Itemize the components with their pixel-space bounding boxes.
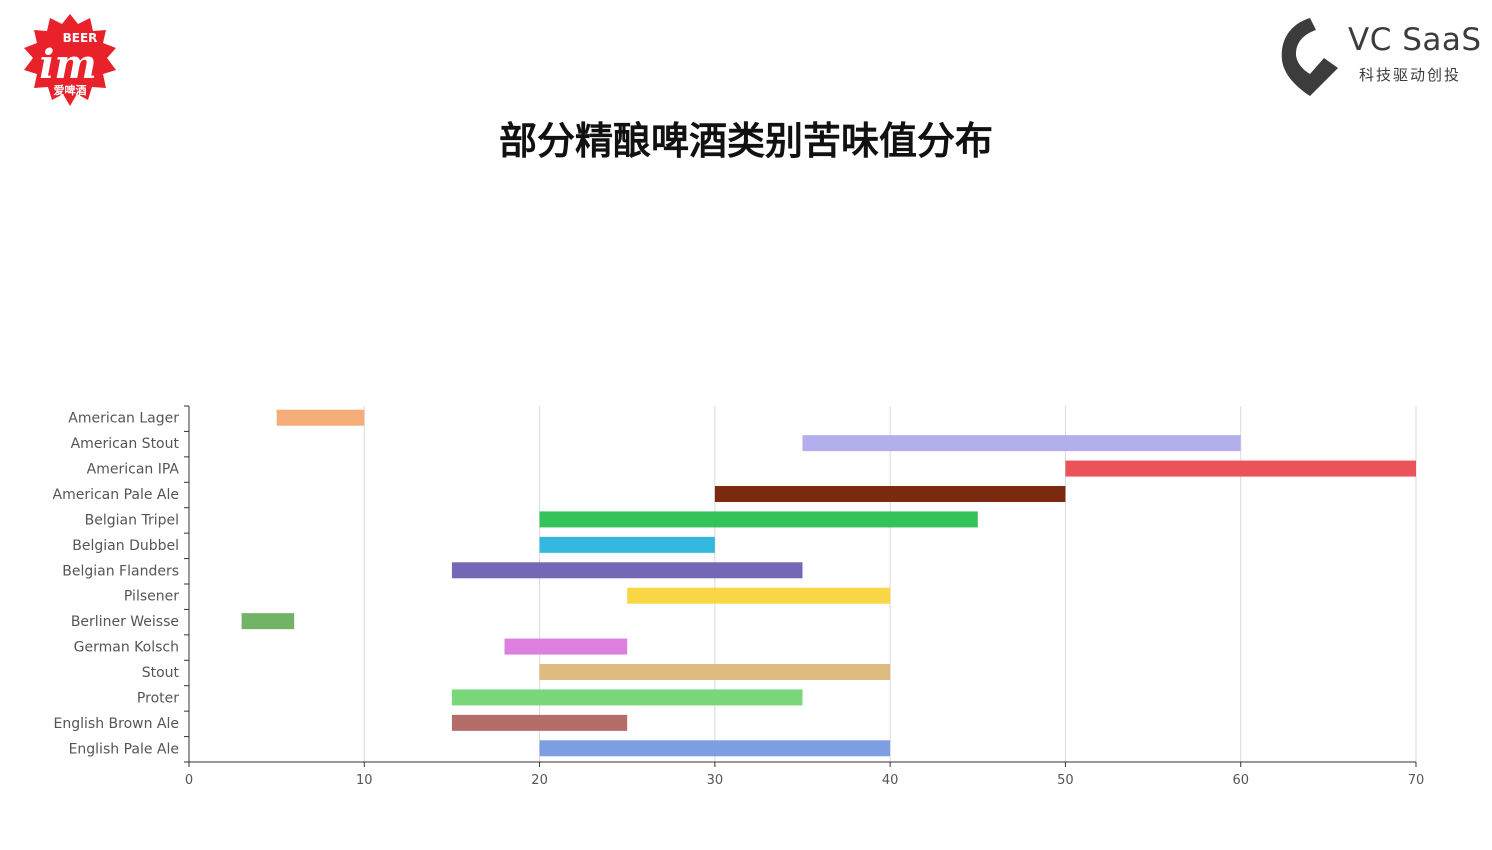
axes: [184, 405, 1417, 767]
logo-sub-text: 爱啤酒: [54, 83, 87, 97]
x-tick-label: 20: [531, 773, 548, 788]
y-tick-label: English Pale Ale: [69, 741, 179, 757]
bar: [539, 740, 891, 757]
bar: [539, 664, 891, 680]
y-tick-label: Pilsener: [124, 589, 179, 605]
bar: [539, 511, 978, 528]
page-title: 部分精酿啤酒类别苦味值分布: [498, 119, 993, 163]
y-tick-label: English Brown Ale: [54, 716, 179, 732]
bar: [451, 562, 803, 579]
x-tick-label: 40: [882, 773, 899, 788]
vc-saas-logo: VC SaaS 科技驱动创投: [1276, 14, 1482, 98]
y-tick-label: Belgian Dubbel: [72, 538, 179, 554]
bar: [504, 638, 628, 655]
y-tick-label: Belgian Flanders: [62, 563, 179, 579]
logo-main-text: im: [39, 41, 97, 88]
y-tick-label: American Lager: [68, 411, 179, 427]
x-tick-label: 0: [185, 773, 193, 788]
beer-logo: BEER im 爱啤酒: [20, 12, 120, 108]
y-tick-label: American IPA: [87, 462, 180, 478]
starburst-badge: [24, 14, 116, 106]
bar: [802, 435, 1241, 452]
logo-badge-text: BEER: [63, 31, 98, 45]
y-tick-label: German Kolsch: [74, 640, 179, 656]
y-tick-label: Proter: [137, 690, 179, 706]
bars: [241, 409, 1416, 757]
x-tick-label: 30: [707, 773, 724, 788]
bar: [1065, 460, 1416, 477]
bar: [627, 587, 891, 604]
x-tick-labels: 0 10 20 30 40 50 60 70: [185, 773, 1424, 788]
x-tick-label: 10: [356, 773, 373, 788]
y-tick-label: American Stout: [71, 436, 180, 452]
y-tick-label: Stout: [142, 665, 180, 681]
bar: [714, 486, 1066, 502]
bar: [241, 613, 295, 630]
x-tick-label: 50: [1057, 773, 1074, 788]
y-tick-label: Berliner Weisse: [71, 614, 179, 630]
y-tick-label: American Pale Ale: [53, 487, 180, 503]
vc-saas-mark-icon: [1281, 18, 1338, 96]
bar: [451, 714, 628, 731]
x-tick-label: 70: [1408, 773, 1425, 788]
bar: [451, 689, 803, 706]
bar: [276, 409, 365, 426]
x-tick-label: 60: [1232, 773, 1249, 788]
grid-lines: [363, 406, 1417, 762]
brand-name: VC SaaS: [1348, 22, 1482, 58]
y-tick-labels: American Lager American Stout American IPA…: [53, 411, 180, 758]
brand-tagline: 科技驱动创投: [1359, 66, 1462, 84]
bar: [539, 536, 715, 553]
y-tick-label: Belgian Tripel: [85, 512, 179, 528]
